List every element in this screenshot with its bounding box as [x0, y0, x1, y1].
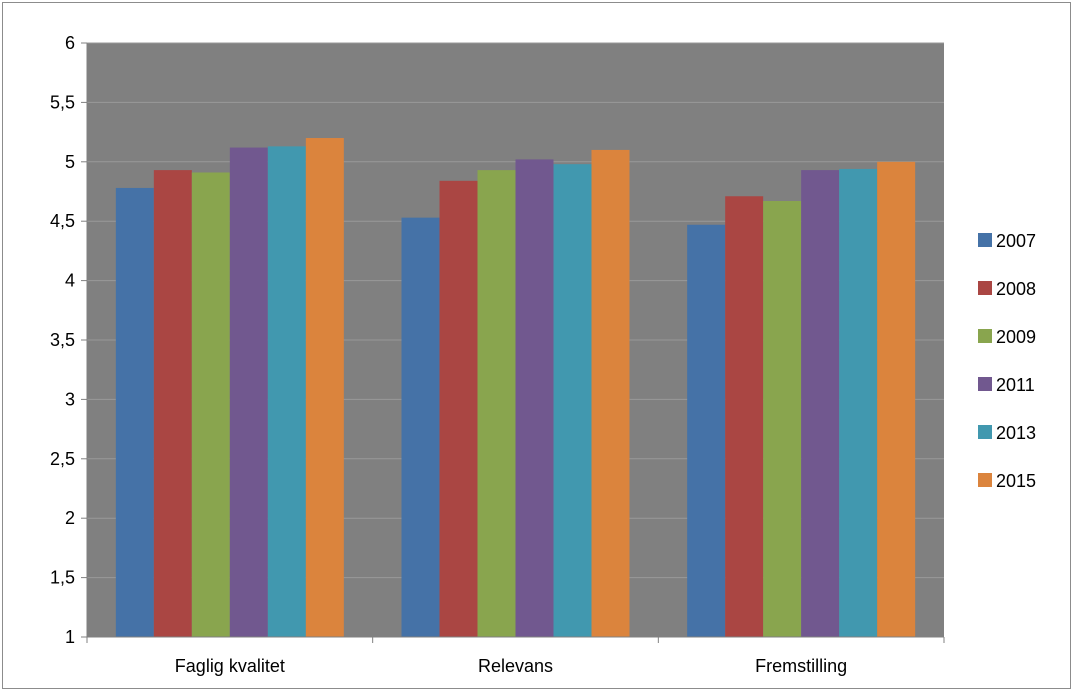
y-tick-label: 5	[65, 152, 75, 172]
x-category-label: Relevans	[478, 656, 553, 676]
bar-2009-1	[477, 170, 516, 637]
bar-2008-0	[153, 170, 192, 637]
y-tick-label: 3,5	[50, 330, 75, 350]
y-tick-label: 6	[65, 33, 75, 53]
legend-swatch-2015	[978, 473, 992, 487]
y-tick-label: 3	[65, 389, 75, 409]
legend-label-2013: 2013	[996, 423, 1036, 443]
legend-label-2008: 2008	[996, 279, 1036, 299]
bar-2007-2	[687, 224, 726, 637]
legend-swatch-2007	[978, 233, 992, 247]
bar-2013-2	[839, 168, 878, 638]
x-category-label: Fremstilling	[755, 656, 847, 676]
axes	[81, 42, 945, 643]
legend-swatch-2013	[978, 425, 992, 439]
y-tick-label: 1,5	[50, 568, 75, 588]
bar-2013-0	[267, 146, 306, 637]
x-category-label: Faglig kvalitet	[175, 656, 285, 676]
bar-2015-0	[305, 138, 344, 638]
legend: 2007 2008 2009 2011 2013 2015	[978, 231, 1036, 491]
bar-2011-2	[801, 170, 840, 637]
bars	[115, 138, 916, 638]
bar-2008-2	[725, 196, 764, 637]
bar-2009-0	[191, 172, 230, 637]
legend-label-2011: 2011	[996, 375, 1035, 395]
legend-label-2007: 2007	[996, 231, 1036, 251]
legend-label-2009: 2009	[996, 327, 1036, 347]
y-tick-labels: 1 1,5 2 2,5 3 3,5 4 4,5 5 5,5 6	[50, 33, 75, 647]
bar-2009-2	[763, 201, 802, 637]
bar-2008-1	[439, 180, 478, 638]
bar-2013-1	[553, 164, 592, 637]
x-category-labels: Faglig kvalitet Relevans Fremstilling	[175, 656, 847, 676]
legend-swatch-2008	[978, 281, 992, 295]
y-tick-label: 4,5	[50, 211, 75, 231]
y-tick-label: 2,5	[50, 449, 75, 469]
bar-2011-0	[229, 147, 268, 637]
y-tick-label: 2	[65, 508, 75, 528]
bar-2015-1	[591, 149, 630, 638]
y-tick-label: 5,5	[50, 92, 75, 112]
bar-2015-2	[877, 161, 916, 638]
y-tick-label: 1	[65, 627, 75, 647]
bar-2011-1	[515, 159, 554, 637]
legend-swatch-2011	[978, 377, 992, 391]
legend-swatch-2009	[978, 329, 992, 343]
bar-2007-0	[115, 187, 154, 637]
legend-label-2015: 2015	[996, 471, 1036, 491]
y-tick-label: 4	[65, 271, 75, 291]
bar-2007-1	[401, 217, 440, 638]
